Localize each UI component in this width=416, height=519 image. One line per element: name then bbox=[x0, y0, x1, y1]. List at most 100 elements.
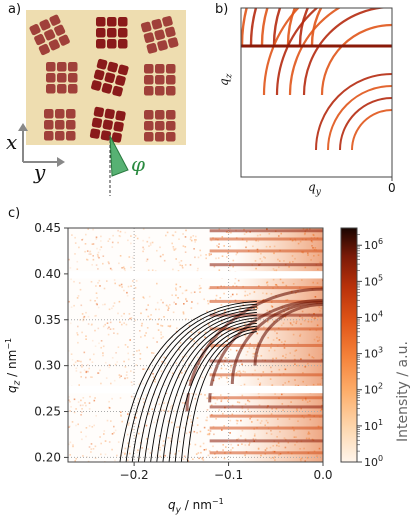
noise-pixel bbox=[100, 246, 103, 248]
noise-pixel bbox=[182, 312, 185, 315]
noise-pixel bbox=[158, 308, 160, 311]
colorbar-tick-label: 102 bbox=[364, 382, 383, 397]
noise-pixel bbox=[225, 376, 228, 379]
noise-pixel bbox=[119, 376, 121, 379]
noise-pixel bbox=[204, 354, 207, 357]
noise-pixel bbox=[220, 399, 223, 401]
x-arrow-head bbox=[18, 123, 28, 131]
bragg-arc bbox=[320, 23, 392, 96]
scattering-band bbox=[209, 426, 323, 430]
noise-pixel bbox=[134, 434, 136, 437]
noise-pixel bbox=[73, 363, 75, 366]
noise-pixel bbox=[190, 331, 193, 333]
noise-pixel bbox=[68, 258, 70, 261]
noise-pixel bbox=[68, 443, 70, 446]
nanocube bbox=[166, 86, 176, 96]
noise-pixel bbox=[92, 228, 94, 231]
noise-pixel bbox=[193, 248, 195, 250]
nanocube-cluster bbox=[89, 106, 126, 143]
noise-pixel bbox=[207, 300, 209, 302]
noise-pixel bbox=[162, 301, 164, 304]
noise-pixel bbox=[130, 285, 132, 287]
noise-pixel bbox=[132, 298, 135, 300]
colorbar-tick-label: 105 bbox=[364, 273, 383, 288]
noise-pixel bbox=[85, 404, 87, 407]
colorbar-tick-label: 104 bbox=[364, 309, 383, 324]
noise-pixel bbox=[156, 249, 158, 252]
noise-pixel bbox=[99, 436, 101, 438]
noise-pixel bbox=[132, 256, 134, 259]
noise-pixel bbox=[85, 335, 87, 337]
noise-pixel bbox=[91, 426, 94, 428]
noise-pixel bbox=[127, 285, 130, 288]
noise-pixel bbox=[83, 351, 86, 354]
y-arrow-head bbox=[57, 157, 65, 167]
noise-pixel bbox=[91, 339, 94, 342]
noise-pixel bbox=[81, 364, 83, 366]
panel-c: c) bbox=[0, 200, 416, 519]
noise-pixel bbox=[130, 242, 132, 245]
noise-pixel bbox=[169, 304, 171, 306]
noise-pixel bbox=[126, 433, 129, 436]
noise-pixel bbox=[175, 247, 177, 250]
fit-arc bbox=[174, 325, 257, 462]
noise-pixel bbox=[206, 310, 208, 313]
noise-pixel bbox=[229, 348, 232, 351]
noise-pixel bbox=[153, 421, 156, 424]
noise-pixel bbox=[230, 231, 232, 234]
noise-pixel bbox=[210, 367, 212, 369]
noise-pixel bbox=[185, 432, 188, 435]
noise-pixel bbox=[221, 255, 224, 257]
noise-pixel bbox=[170, 407, 172, 410]
noise-pixel bbox=[93, 353, 95, 356]
noise-pixel bbox=[181, 264, 183, 267]
noise-pixel bbox=[112, 328, 115, 330]
noise-pixel bbox=[198, 287, 201, 290]
noise-pixel bbox=[126, 294, 129, 297]
gisaxs-map: −0.2 −0.1 0.00.200.250.300.350.400.45 1001… bbox=[34, 221, 383, 482]
noise-pixel bbox=[167, 420, 170, 422]
noise-pixel bbox=[215, 456, 218, 459]
noise-pixel bbox=[88, 402, 91, 404]
nanocube bbox=[155, 64, 165, 74]
noise-pixel bbox=[100, 453, 102, 456]
noise-pixel bbox=[192, 345, 194, 348]
bragg-arc bbox=[208, 298, 323, 403]
noise-pixel bbox=[108, 366, 111, 369]
x-tick-label: −0.1 bbox=[214, 468, 243, 482]
noise-pixel bbox=[120, 415, 122, 417]
noise-pixel bbox=[158, 318, 161, 320]
noise-pixel bbox=[140, 324, 143, 327]
xlabel-q: q bbox=[308, 180, 316, 194]
noise-pixel bbox=[95, 292, 98, 294]
noise-pixel bbox=[161, 325, 164, 327]
noise-pixel bbox=[143, 368, 146, 370]
noise-pixel bbox=[203, 449, 206, 451]
noise-pixel bbox=[156, 341, 158, 343]
noise-pixel bbox=[92, 258, 95, 261]
noise-pixel bbox=[104, 440, 107, 442]
noise-pixel bbox=[160, 331, 162, 334]
noise-pixel bbox=[148, 245, 150, 247]
noise-pixel bbox=[72, 445, 74, 448]
scattering-band bbox=[209, 343, 323, 347]
noise-pixel bbox=[197, 256, 200, 259]
noise-pixel bbox=[204, 331, 207, 334]
noise-pixel bbox=[94, 445, 97, 448]
panel-c-label: c) bbox=[8, 206, 21, 221]
noise-pixel bbox=[117, 346, 120, 348]
noise-pixel bbox=[163, 259, 166, 262]
nanocube bbox=[102, 119, 113, 130]
noise-pixel bbox=[210, 404, 213, 406]
noise-pixel bbox=[103, 433, 105, 435]
noise-pixel bbox=[211, 346, 213, 349]
noise-pixel bbox=[102, 354, 104, 357]
nanocube bbox=[66, 120, 76, 130]
noise-pixel bbox=[77, 325, 79, 328]
nanocube bbox=[96, 39, 106, 49]
noise-pixel bbox=[89, 395, 91, 398]
noise-pixel bbox=[92, 448, 95, 450]
noise-pixel bbox=[214, 310, 216, 312]
noise-pixel bbox=[200, 254, 202, 257]
noise-pixel bbox=[149, 452, 152, 454]
